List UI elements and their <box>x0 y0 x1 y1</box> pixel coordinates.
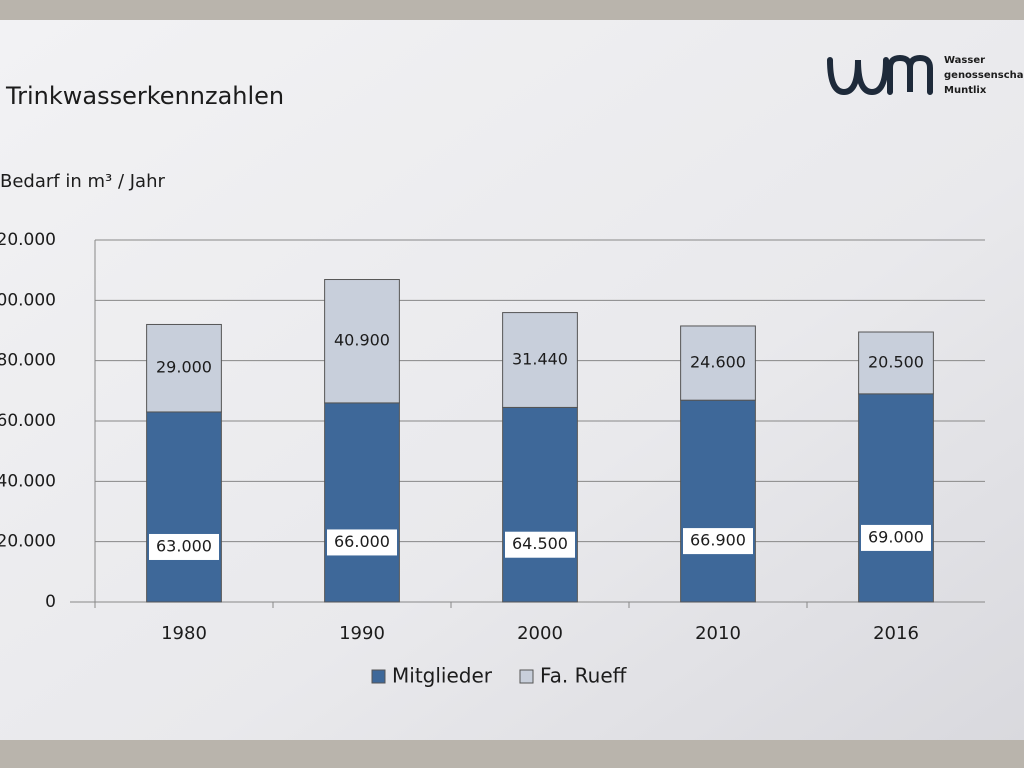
y-tick-label: 120.000 <box>0 230 56 250</box>
bar-segment <box>146 323 222 413</box>
value-label-box <box>327 529 397 556</box>
value-label-box <box>149 533 219 560</box>
y-tick-label: 0 <box>45 592 56 612</box>
bar-segment <box>502 312 578 408</box>
legend-label: Fa. Rueff <box>540 664 628 688</box>
x-tick-label: 2016 <box>873 623 919 644</box>
x-tick-label: 1990 <box>339 623 385 644</box>
value-label: 31.440 <box>512 350 568 369</box>
value-label: 64.500 <box>512 534 568 553</box>
bar-segment <box>502 406 578 603</box>
bar-segment <box>324 279 400 404</box>
legend-swatch <box>371 669 386 684</box>
x-tick-label: 2010 <box>695 623 741 644</box>
value-label: 40.900 <box>334 331 390 350</box>
chart-title: Trinkwasserkennzahlen <box>5 82 284 110</box>
y-tick-label: 80.000 <box>0 351 56 371</box>
value-label-box <box>861 524 931 551</box>
value-label: 29.000 <box>156 358 212 377</box>
y-tick-label: 100.000 <box>0 290 56 310</box>
logo-text: Muntlix <box>944 85 987 96</box>
bar-segment <box>680 325 756 401</box>
logo-text: genossenscha <box>944 70 1023 81</box>
value-label: 66.900 <box>690 531 746 550</box>
logo-text: Wasser <box>944 55 985 66</box>
logo-mark <box>827 54 933 96</box>
value-label-box <box>505 531 575 558</box>
value-label: 69.000 <box>868 527 924 546</box>
value-label: 24.600 <box>690 353 746 372</box>
y-axis-label: Bedarf in m³ / Jahr <box>0 171 165 192</box>
bar-segment <box>858 393 934 603</box>
bar-segment <box>146 411 222 603</box>
y-tick-label: 40.000 <box>0 471 56 491</box>
bar-segment <box>680 399 756 603</box>
value-label: 63.000 <box>156 536 212 555</box>
y-tick-label: 60.000 <box>0 411 56 431</box>
y-tick-label: 20.000 <box>0 532 56 552</box>
value-label: 20.500 <box>868 352 924 371</box>
bar-segment <box>858 331 934 395</box>
legend-swatch <box>519 669 534 684</box>
bar-segment <box>324 402 400 603</box>
x-tick-label: 1980 <box>161 623 207 644</box>
value-label-box <box>683 528 753 555</box>
x-tick-label: 2000 <box>517 623 563 644</box>
value-label: 66.000 <box>334 532 390 551</box>
legend-label: Mitglieder <box>392 664 493 688</box>
